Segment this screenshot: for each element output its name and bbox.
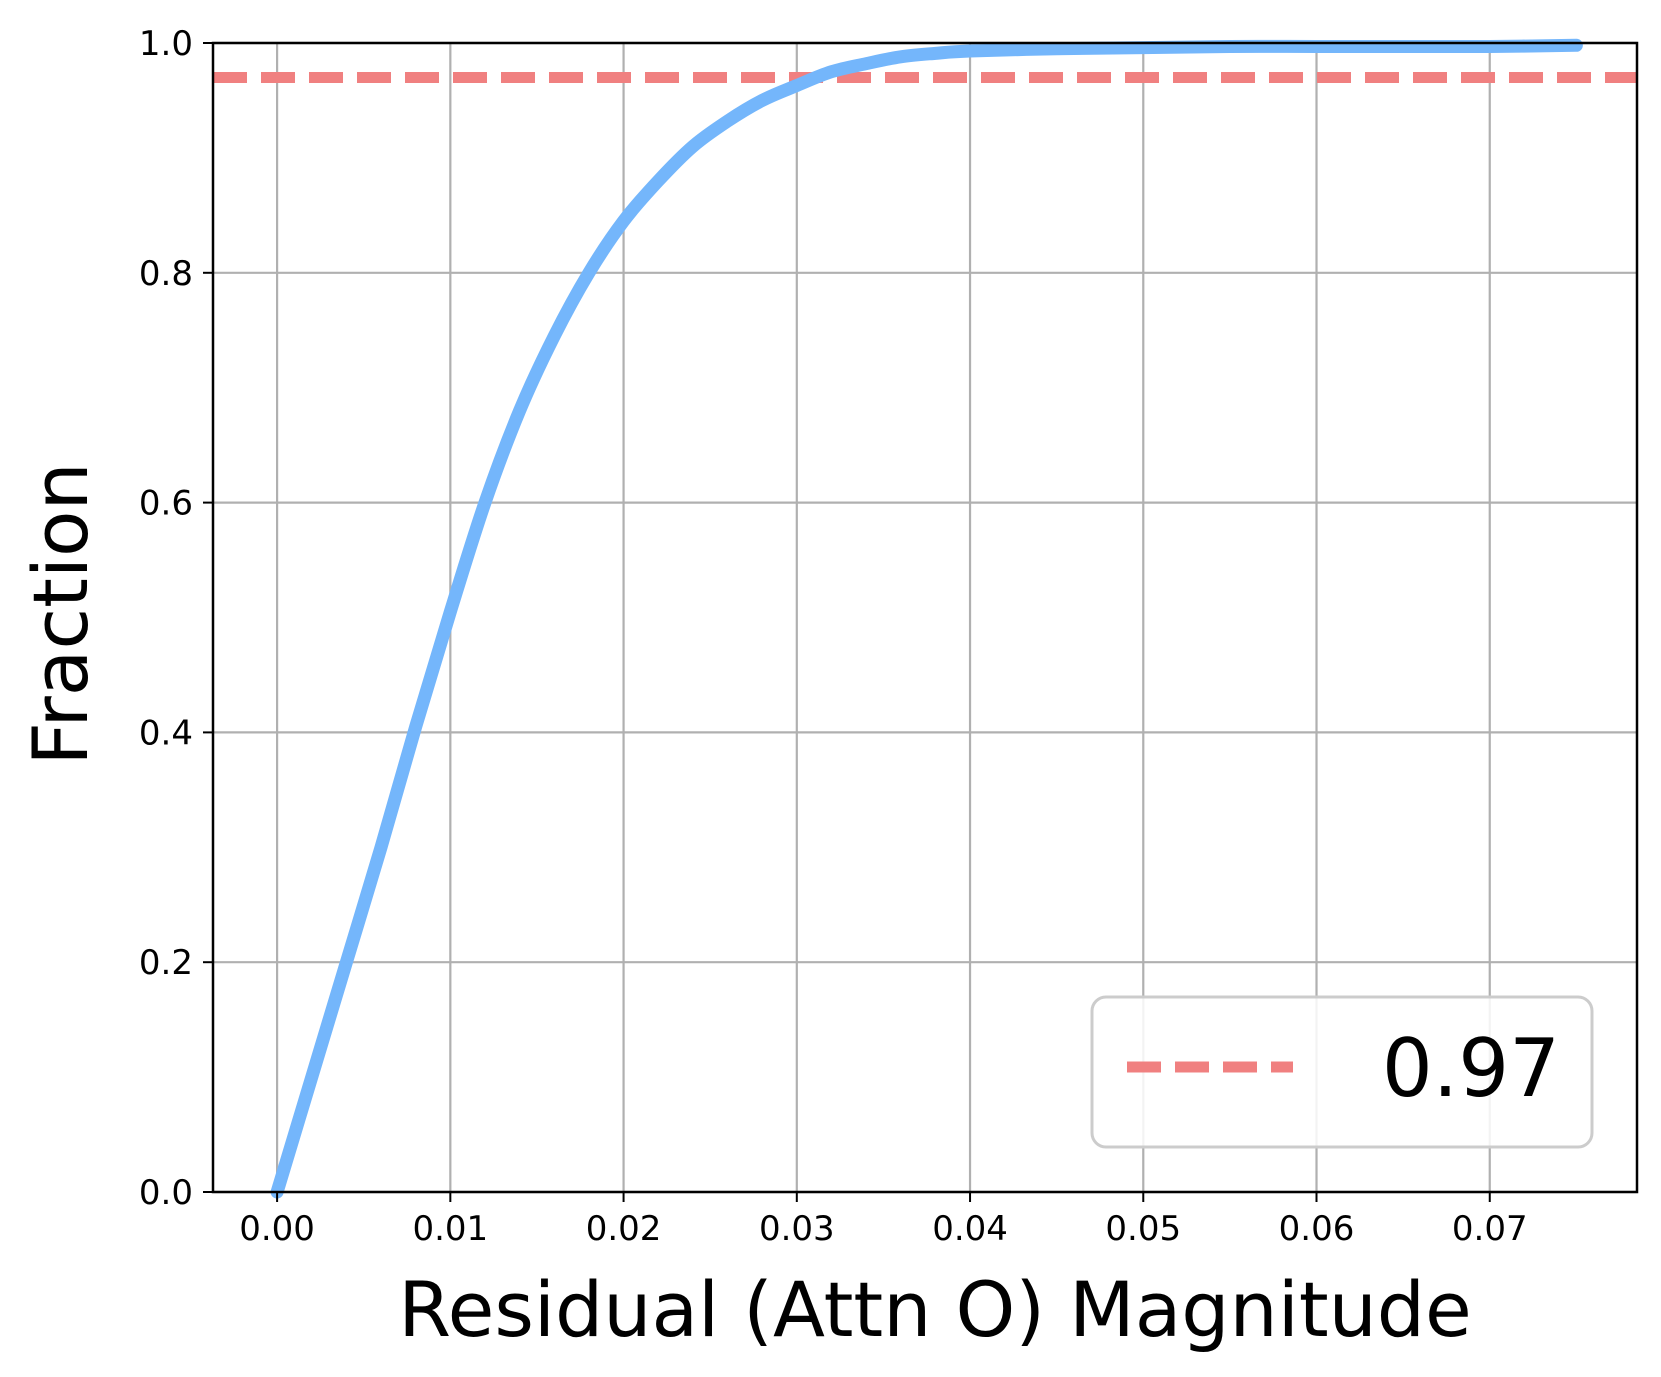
y-tick-label: 1.0 bbox=[139, 24, 193, 64]
x-tick-label: 0.07 bbox=[1452, 1209, 1528, 1249]
y-tick-label: 0.6 bbox=[139, 484, 193, 524]
x-axis-label: Residual (Attn O) Magnitude bbox=[398, 1265, 1472, 1354]
y-tick-label: 0.8 bbox=[139, 254, 193, 294]
x-tick-label: 0.00 bbox=[239, 1209, 315, 1249]
legend-label: 0.97 bbox=[1382, 1022, 1560, 1115]
legend-frame bbox=[1090, 995, 1594, 1149]
y-tick-label: 0.2 bbox=[139, 943, 193, 983]
x-tick-label: 0.04 bbox=[932, 1209, 1008, 1249]
plot-frame bbox=[211, 41, 1639, 1194]
y-tick-label: 0.0 bbox=[139, 1173, 193, 1213]
x-tick-label: 0.03 bbox=[759, 1209, 835, 1249]
x-tick-label: 0.01 bbox=[412, 1209, 488, 1249]
axes bbox=[203, 41, 1639, 1202]
y-tick-label: 0.4 bbox=[139, 713, 193, 753]
y-axis-label: Fraction bbox=[16, 462, 105, 765]
x-tick-label: 0.05 bbox=[1105, 1209, 1181, 1249]
series-line bbox=[270, 38, 1583, 1199]
legend: 0.97 bbox=[1090, 995, 1594, 1149]
tick-labels: 0.00 0.01 0.02 0.03 0.04 0.05 0.06 0.07 0.0 0.2 0.… bbox=[139, 24, 1528, 1249]
series-layer bbox=[270, 38, 1583, 1199]
x-tick-label: 0.06 bbox=[1279, 1209, 1355, 1249]
x-tick-label: 0.02 bbox=[586, 1209, 662, 1249]
